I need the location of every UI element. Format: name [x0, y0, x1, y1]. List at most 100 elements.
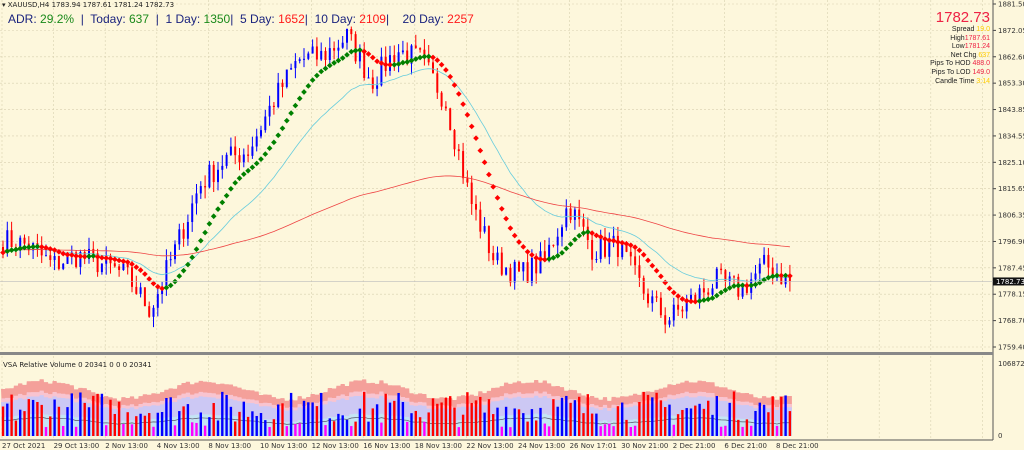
candle-body	[406, 50, 409, 64]
ma-fast-dot	[670, 289, 677, 296]
volume-bar	[358, 408, 362, 436]
ma-fast-dot	[253, 160, 260, 167]
volume-bar	[173, 425, 177, 436]
collapse-icon[interactable]: ▾	[2, 1, 8, 9]
ma-fast-dot	[430, 54, 436, 61]
ma-fast-dot	[288, 110, 294, 116]
ma-fast-dot	[116, 257, 122, 264]
candle-body	[6, 230, 9, 253]
volume-bar	[272, 419, 276, 436]
ma-fast-dot	[627, 242, 634, 249]
volume-bar	[79, 392, 82, 436]
candle-body	[354, 34, 357, 62]
ma-fast-dot	[271, 139, 277, 146]
ma-fast-dot	[559, 250, 565, 256]
ma-fast-dot	[150, 280, 157, 287]
ma-fast-dot	[77, 253, 84, 260]
candle-body	[92, 248, 95, 254]
candle-body	[62, 263, 65, 269]
volume-bar	[53, 399, 56, 436]
candle-body	[195, 193, 198, 204]
volume-bar	[23, 411, 26, 436]
candle-body	[23, 237, 26, 244]
ma-fast-dot	[25, 244, 32, 251]
ma-fast-dot	[219, 199, 226, 206]
volume-axis-max: 106872	[998, 360, 1024, 368]
ma-fast-dot	[154, 283, 161, 290]
candle-body	[767, 254, 770, 268]
y-tick-label: 1825.10	[998, 159, 1024, 167]
ma-fast-dot	[507, 225, 514, 231]
candle-body	[242, 154, 245, 163]
candle-body	[139, 287, 142, 294]
volume-bar	[509, 427, 512, 436]
volume-bar	[169, 397, 172, 436]
ma-fast-dot	[636, 247, 643, 254]
candle-body	[621, 243, 624, 257]
volume-bar	[406, 421, 409, 436]
candle-body	[341, 42, 344, 48]
candle-body	[664, 315, 667, 325]
volume-bar	[621, 402, 624, 436]
volume-bar	[143, 415, 147, 436]
ma-fast-dot	[434, 57, 441, 64]
candle-body	[436, 73, 439, 93]
current-price-tag-label: 1782.73	[996, 278, 1024, 286]
x-tick-label: 10 Nov 13:00	[260, 442, 307, 450]
candle-body	[204, 186, 207, 188]
volume-bar	[758, 402, 761, 436]
high-value: 1787.61	[964, 34, 990, 42]
candle-body	[492, 253, 495, 261]
candle-body	[315, 46, 318, 60]
volume-bar	[100, 393, 104, 436]
candle-body	[724, 270, 727, 281]
volume-bar	[444, 397, 448, 436]
ma-fast-dot	[744, 282, 750, 289]
ma-fast-dot	[619, 239, 626, 246]
volume-bar	[603, 424, 607, 436]
ma-fast-dot	[563, 245, 570, 252]
candle-body	[573, 209, 576, 220]
volume-bar	[573, 400, 577, 436]
volume-bar	[212, 402, 215, 436]
ma-fast-dot	[529, 252, 535, 258]
ma-fast-dot	[193, 246, 200, 253]
volume-bar	[251, 411, 254, 436]
candle-body	[324, 50, 327, 61]
ma-fast-dot	[602, 236, 608, 242]
ma-fast-dot	[640, 251, 647, 258]
candle-body	[277, 82, 280, 107]
volume-bar	[771, 396, 774, 436]
volume-bar	[135, 416, 138, 436]
ma-slow-line	[2, 175, 790, 257]
volume-bar	[698, 403, 701, 436]
candle-body	[393, 55, 396, 63]
ma-fast-dot	[464, 112, 471, 118]
volume-bar	[234, 421, 237, 436]
x-tick-label: 6 Dec 21:00	[724, 442, 767, 450]
volume-bar	[689, 408, 693, 436]
volume-bar	[599, 426, 602, 436]
volume-bar	[70, 393, 73, 436]
volume-bar	[754, 410, 757, 436]
candle-body	[131, 267, 133, 287]
volume-bar	[384, 393, 387, 436]
ma-fast-dot	[425, 53, 432, 60]
y-tick-label: 1778.15	[998, 291, 1024, 299]
volume-bar	[707, 400, 710, 436]
candle-body	[647, 293, 649, 304]
candle-body	[135, 286, 138, 294]
candle-body	[40, 246, 43, 256]
volume-bar	[651, 397, 654, 436]
volume-bar	[87, 407, 91, 436]
volume-bar	[750, 425, 753, 436]
ma-fast-dot	[94, 253, 101, 260]
candle-body	[698, 288, 701, 302]
ma-fast-dot	[726, 285, 733, 291]
ma-fast-dot	[610, 237, 617, 244]
volume-bar	[109, 399, 112, 436]
candle-body	[298, 59, 301, 61]
volume-bar	[397, 392, 400, 436]
candle-body	[681, 309, 684, 312]
